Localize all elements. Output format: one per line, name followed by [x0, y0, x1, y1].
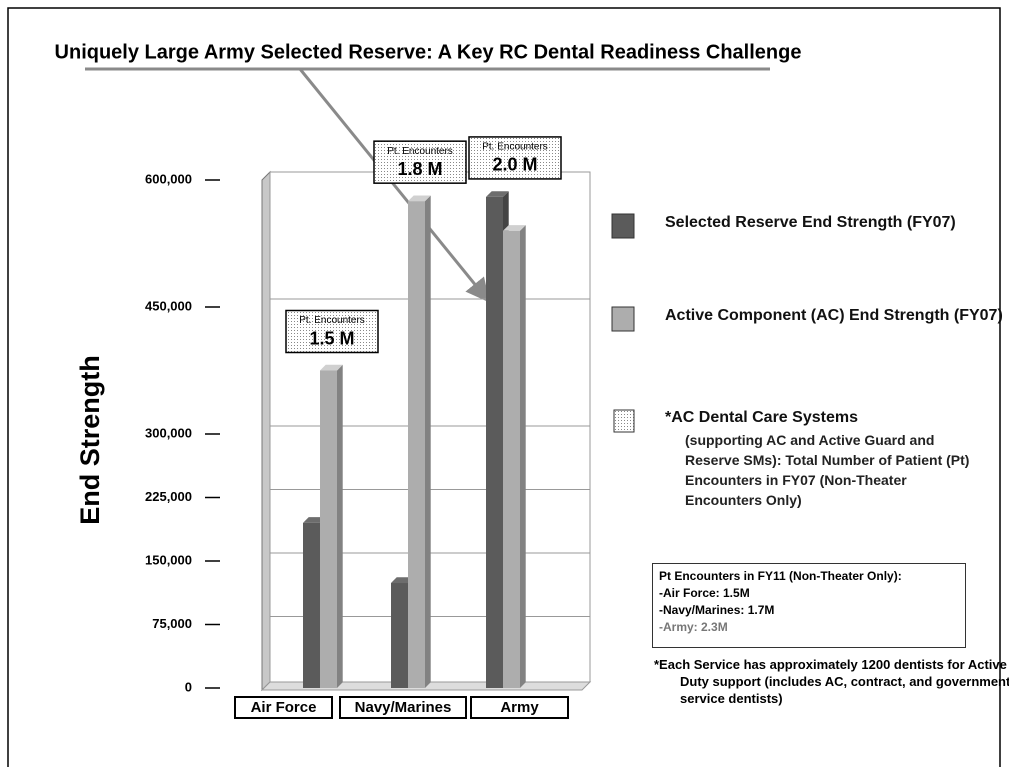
- bar-top: [503, 225, 526, 231]
- category-box: [234, 696, 333, 719]
- bar-front: [503, 230, 520, 689]
- bar-front: [408, 201, 425, 688]
- bar-front: [320, 370, 337, 688]
- annotation-value: 1.8 M: [397, 159, 442, 179]
- y-tick-label: 600,000: [145, 171, 192, 186]
- bar-side: [425, 195, 431, 688]
- note-line: -Navy/Marines: 1.7M: [659, 603, 775, 617]
- side-wall: [261, 170, 271, 692]
- bar-top: [486, 191, 509, 197]
- y-tick-label: 150,000: [145, 552, 192, 567]
- annotation-box: [373, 140, 467, 184]
- bar-top: [408, 195, 431, 202]
- y-axis-label: End Strength: [75, 355, 105, 525]
- bar-front: [303, 522, 320, 688]
- y-tick-label: 450,000: [145, 298, 192, 313]
- annotation-label: Pt. Encounters: [482, 142, 548, 153]
- annotation-value: 2.0 M: [492, 155, 537, 175]
- note-box: Pt Encounters in FY11 (Non-Theater Only)…: [652, 563, 966, 648]
- legend-swatch: [613, 409, 635, 433]
- category-box: [470, 696, 569, 719]
- annotation-label: Pt. Encounters: [299, 315, 365, 326]
- legend-label: *AC Dental Care Systems: [665, 409, 858, 426]
- legend-swatch: [611, 213, 635, 239]
- y-tick-label: 225,000: [145, 489, 192, 504]
- x-tick-label: Air Force: [251, 699, 317, 716]
- bar-front: [391, 583, 408, 688]
- legend-label: Selected Reserve End Strength (FY07): [665, 214, 956, 231]
- footnote: *Each Service has approximately 1200 den…: [654, 657, 1009, 706]
- y-tick-label: 75,000: [152, 616, 192, 631]
- slide-border: [7, 7, 1001, 767]
- annotation-box: [468, 136, 562, 180]
- y-tick-label: 0: [185, 679, 192, 694]
- category-box: [339, 696, 467, 719]
- x-tick-label: Army: [500, 699, 539, 716]
- annotation-label: Pt. Encounters: [387, 146, 453, 157]
- note-title: Pt Encounters in FY11 (Non-Theater Only)…: [659, 569, 902, 583]
- chart-title: Uniquely Large Army Selected Reserve: A …: [55, 41, 802, 63]
- note-line: -Army: 2.3M: [659, 620, 728, 634]
- annotation-box: [285, 309, 379, 354]
- bar-side: [520, 225, 526, 689]
- note-line: -Air Force: 1.5M: [659, 586, 750, 600]
- bar-front: [486, 196, 503, 688]
- bar: [503, 225, 526, 689]
- legend-label: Active Component (AC) End Strength (FY07…: [665, 307, 1003, 324]
- bar: [408, 195, 431, 688]
- annotation-value: 1.5 M: [309, 328, 354, 348]
- x-tick-label: Navy/Marines: [355, 699, 452, 716]
- bar-top: [320, 364, 343, 371]
- bar: [320, 364, 343, 688]
- legend-description: (supporting AC and Active Guard and Rese…: [685, 432, 970, 508]
- bar-side: [337, 364, 343, 688]
- y-tick-label: 300,000: [145, 425, 192, 440]
- legend-swatch: [611, 306, 635, 332]
